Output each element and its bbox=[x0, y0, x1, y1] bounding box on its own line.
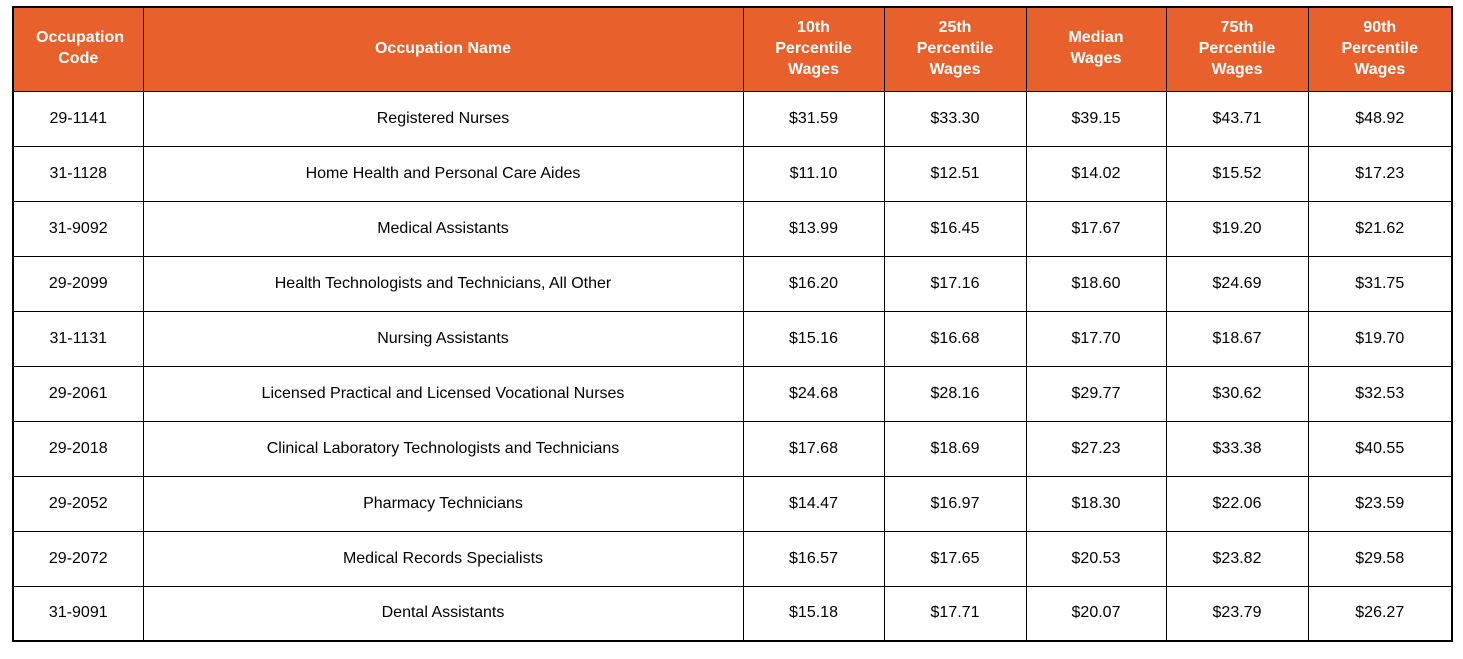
p25-wage-cell: $28.16 bbox=[883, 365, 1027, 422]
p10-wage-cell: $24.68 bbox=[742, 365, 885, 422]
occupation-name-cell: Registered Nurses bbox=[142, 90, 744, 147]
median-wage-cell: $27.23 bbox=[1025, 420, 1167, 477]
median-wage-cell: $20.07 bbox=[1025, 585, 1167, 642]
p10-wage-cell: $31.59 bbox=[742, 90, 885, 147]
occupation-name-cell: Pharmacy Technicians bbox=[142, 475, 744, 532]
p90-wage-cell: $17.23 bbox=[1307, 145, 1453, 202]
p10-wage-cell: $17.68 bbox=[742, 420, 885, 477]
p25-wage-cell: $17.16 bbox=[883, 255, 1027, 312]
table-row: 29-2072 Medical Records Specialists $16.… bbox=[12, 530, 1453, 587]
occupation-code-cell: 29-1141 bbox=[12, 90, 144, 147]
table-row: 31-1131 Nursing Assistants $15.16 $16.68… bbox=[12, 310, 1453, 367]
col-header-10th-percentile-wages: 10th Percentile Wages bbox=[742, 6, 885, 92]
table-row: 29-2018 Clinical Laboratory Technologist… bbox=[12, 420, 1453, 477]
occupation-code-cell: 31-9092 bbox=[12, 200, 144, 257]
p90-wage-cell: $31.75 bbox=[1307, 255, 1453, 312]
occupation-code-cell: 31-1131 bbox=[12, 310, 144, 367]
occupation-name-cell: Medical Records Specialists bbox=[142, 530, 744, 587]
p75-wage-cell: $23.82 bbox=[1165, 530, 1309, 587]
col-header-occupation-code: Occupation Code bbox=[12, 6, 144, 92]
p10-wage-cell: $16.57 bbox=[742, 530, 885, 587]
occupation-name-cell: Dental Assistants bbox=[142, 585, 744, 642]
header-row: Occupation Code Occupation Name 10th Per… bbox=[12, 6, 1453, 92]
occupation-code-cell: 29-2052 bbox=[12, 475, 144, 532]
p10-wage-cell: $13.99 bbox=[742, 200, 885, 257]
wage-table-body: 29-1141 Registered Nurses $31.59 $33.30 … bbox=[12, 90, 1453, 642]
p90-wage-cell: $32.53 bbox=[1307, 365, 1453, 422]
table-row: 31-9092 Medical Assistants $13.99 $16.45… bbox=[12, 200, 1453, 257]
table-row: 31-9091 Dental Assistants $15.18 $17.71 … bbox=[12, 585, 1453, 642]
p75-wage-cell: $23.79 bbox=[1165, 585, 1309, 642]
p75-wage-cell: $33.38 bbox=[1165, 420, 1309, 477]
occupation-code-cell: 29-2072 bbox=[12, 530, 144, 587]
p25-wage-cell: $17.71 bbox=[883, 585, 1027, 642]
occupation-name-cell: Medical Assistants bbox=[142, 200, 744, 257]
occupation-name-cell: Health Technologists and Technicians, Al… bbox=[142, 255, 744, 312]
p90-wage-cell: $40.55 bbox=[1307, 420, 1453, 477]
table-row: 29-1141 Registered Nurses $31.59 $33.30 … bbox=[12, 90, 1453, 147]
median-wage-cell: $17.70 bbox=[1025, 310, 1167, 367]
p90-wage-cell: $48.92 bbox=[1307, 90, 1453, 147]
occupation-name-cell: Licensed Practical and Licensed Vocation… bbox=[142, 365, 744, 422]
occupation-code-cell: 29-2099 bbox=[12, 255, 144, 312]
p25-wage-cell: $16.68 bbox=[883, 310, 1027, 367]
p75-wage-cell: $22.06 bbox=[1165, 475, 1309, 532]
col-header-median-wages: Median Wages bbox=[1025, 6, 1167, 92]
occupation-name-cell: Clinical Laboratory Technologists and Te… bbox=[142, 420, 744, 477]
p10-wage-cell: $15.18 bbox=[742, 585, 885, 642]
p10-wage-cell: $15.16 bbox=[742, 310, 885, 367]
col-header-90th-percentile-wages: 90th Percentile Wages bbox=[1307, 6, 1453, 92]
table-row: 29-2052 Pharmacy Technicians $14.47 $16.… bbox=[12, 475, 1453, 532]
median-wage-cell: $20.53 bbox=[1025, 530, 1167, 587]
table-row: 29-2061 Licensed Practical and Licensed … bbox=[12, 365, 1453, 422]
occupation-code-cell: 29-2061 bbox=[12, 365, 144, 422]
p75-wage-cell: $43.71 bbox=[1165, 90, 1309, 147]
p25-wage-cell: $16.97 bbox=[883, 475, 1027, 532]
occupation-name-cell: Home Health and Personal Care Aides bbox=[142, 145, 744, 202]
p75-wage-cell: $24.69 bbox=[1165, 255, 1309, 312]
p75-wage-cell: $18.67 bbox=[1165, 310, 1309, 367]
p25-wage-cell: $17.65 bbox=[883, 530, 1027, 587]
median-wage-cell: $18.60 bbox=[1025, 255, 1167, 312]
p90-wage-cell: $19.70 bbox=[1307, 310, 1453, 367]
p10-wage-cell: $11.10 bbox=[742, 145, 885, 202]
p25-wage-cell: $33.30 bbox=[883, 90, 1027, 147]
p90-wage-cell: $29.58 bbox=[1307, 530, 1453, 587]
p10-wage-cell: $14.47 bbox=[742, 475, 885, 532]
median-wage-cell: $14.02 bbox=[1025, 145, 1167, 202]
p75-wage-cell: $15.52 bbox=[1165, 145, 1309, 202]
col-header-occupation-name: Occupation Name bbox=[142, 6, 744, 92]
occupation-code-cell: 31-1128 bbox=[12, 145, 144, 202]
median-wage-cell: $18.30 bbox=[1025, 475, 1167, 532]
median-wage-cell: $39.15 bbox=[1025, 90, 1167, 147]
table-row: 29-2099 Health Technologists and Technic… bbox=[12, 255, 1453, 312]
occupation-code-cell: 29-2018 bbox=[12, 420, 144, 477]
p90-wage-cell: $26.27 bbox=[1307, 585, 1453, 642]
occupation-code-cell: 31-9091 bbox=[12, 585, 144, 642]
median-wage-cell: $29.77 bbox=[1025, 365, 1167, 422]
col-header-25th-percentile-wages: 25th Percentile Wages bbox=[883, 6, 1027, 92]
p75-wage-cell: $30.62 bbox=[1165, 365, 1309, 422]
p25-wage-cell: $16.45 bbox=[883, 200, 1027, 257]
median-wage-cell: $17.67 bbox=[1025, 200, 1167, 257]
p90-wage-cell: $23.59 bbox=[1307, 475, 1453, 532]
wage-table-header: Occupation Code Occupation Name 10th Per… bbox=[12, 6, 1453, 92]
table-row: 31-1128 Home Health and Personal Care Ai… bbox=[12, 145, 1453, 202]
occupation-wage-table: Occupation Code Occupation Name 10th Per… bbox=[12, 6, 1453, 642]
p25-wage-cell: $18.69 bbox=[883, 420, 1027, 477]
occupation-name-cell: Nursing Assistants bbox=[142, 310, 744, 367]
wage-table-container: Occupation Code Occupation Name 10th Per… bbox=[12, 6, 1453, 642]
p25-wage-cell: $12.51 bbox=[883, 145, 1027, 202]
col-header-75th-percentile-wages: 75th Percentile Wages bbox=[1165, 6, 1309, 92]
p10-wage-cell: $16.20 bbox=[742, 255, 885, 312]
p75-wage-cell: $19.20 bbox=[1165, 200, 1309, 257]
p90-wage-cell: $21.62 bbox=[1307, 200, 1453, 257]
